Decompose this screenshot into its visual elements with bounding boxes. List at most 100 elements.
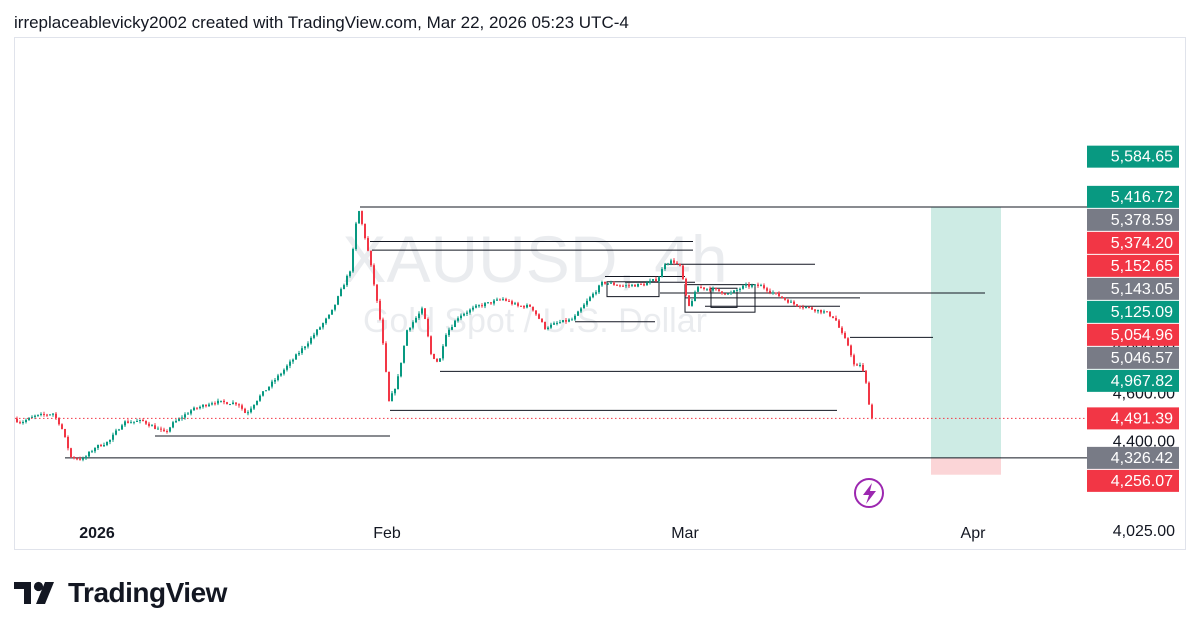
candle-body: [790, 301, 792, 303]
candle-body: [61, 424, 63, 429]
candle-body: [229, 404, 231, 406]
price-label-text: 4,326.42: [1111, 450, 1173, 467]
candle-body: [634, 284, 636, 287]
candle-body: [640, 283, 642, 285]
candle-body: [685, 278, 687, 296]
candle-body: [364, 223, 366, 239]
candle-body: [856, 364, 858, 366]
candle-body: [37, 414, 39, 416]
candle-body: [739, 288, 741, 290]
candle-body: [493, 300, 495, 304]
candle-body: [628, 285, 630, 287]
candle-body: [397, 376, 399, 390]
candle-body: [400, 362, 402, 377]
lightning-icon-bolt: [863, 483, 876, 504]
candle-body: [16, 418, 18, 423]
y-tick-label: 4,400.00: [1113, 433, 1175, 450]
candle-body: [580, 308, 582, 312]
stop-zone: [931, 457, 1001, 475]
consolidation-box: [710, 287, 738, 308]
symbol-watermark: XAUUSD, 4h Gold Spot / U.S. Dollar: [342, 222, 727, 340]
price-label-text: 5,374.20: [1111, 235, 1173, 252]
candle-body: [151, 425, 153, 427]
candle-body: [304, 346, 306, 349]
candle-body: [157, 428, 159, 430]
candle-body: [703, 287, 705, 289]
candle-body: [70, 448, 72, 457]
tradingview-wordmark: TradingView: [68, 577, 227, 608]
candle-body: [829, 311, 831, 317]
support-resistance-lines: [65, 206, 1089, 459]
candle-body: [736, 289, 738, 291]
tradingview-logo-icon: [14, 581, 54, 604]
price-axis[interactable]: 4,800.004,600.004,400.004,025.005,584.65…: [1087, 145, 1179, 540]
candle-body: [139, 419, 141, 422]
candle-body: [559, 322, 561, 324]
candle-body: [466, 312, 468, 314]
candle-body: [241, 405, 243, 409]
candle-body: [283, 369, 285, 374]
candle-body: [307, 343, 309, 347]
chart-area[interactable]: XAUUSD, 4h Gold Spot / U.S. Dollar 4,800.…: [14, 37, 1186, 550]
candle-body: [181, 417, 183, 419]
watermark-description: Gold Spot / U.S. Dollar: [363, 302, 707, 340]
candle-body: [469, 309, 471, 313]
candle-body: [109, 439, 111, 442]
time-axis[interactable]: 2026 Feb Mar Apr: [79, 525, 986, 542]
candle-body: [571, 319, 573, 321]
candle-body: [442, 346, 444, 359]
candle-body: [700, 287, 702, 289]
price-label-text: 4,967.82: [1111, 373, 1173, 390]
candle-body: [19, 422, 21, 424]
candle-body: [871, 404, 873, 419]
candle-body: [100, 444, 102, 447]
candle-body: [238, 404, 240, 406]
candle-body: [844, 332, 846, 339]
candle-body: [487, 302, 489, 304]
candle-body: [220, 400, 222, 402]
candle-body: [811, 307, 813, 310]
candle-body: [577, 311, 579, 316]
candle-body: [745, 284, 747, 286]
candle-body: [682, 265, 684, 279]
candle-body: [184, 414, 186, 418]
price-label-tag: [1087, 369, 1179, 392]
candle-body: [526, 304, 528, 308]
candle-body: [328, 314, 330, 319]
candle-body: [136, 421, 138, 423]
price-label-tag: [1087, 346, 1179, 369]
candle-body: [412, 322, 414, 328]
candle-body: [481, 305, 483, 307]
candle-body: [439, 358, 441, 362]
y-tick-label: 4,025.00: [1113, 523, 1175, 540]
candle-body: [145, 420, 147, 424]
candle-body: [232, 402, 234, 405]
candle-body: [223, 400, 225, 403]
lightning-icon[interactable]: [854, 478, 884, 508]
candle-body: [673, 260, 675, 263]
candle-body: [373, 265, 375, 285]
candle-body: [208, 404, 210, 407]
candle-body: [121, 425, 123, 430]
candle-body: [565, 320, 567, 322]
candle-body: [127, 421, 129, 423]
candle-body: [280, 373, 282, 376]
candle-body: [244, 408, 246, 413]
candle-body: [808, 307, 810, 309]
candle-body: [709, 288, 711, 291]
candle-body: [499, 299, 501, 301]
candle-body: [385, 343, 387, 372]
candle-body: [298, 353, 300, 355]
long-position-zones: [931, 207, 1001, 475]
candle-body: [190, 410, 192, 414]
price-label-text: 5,143.05: [1111, 281, 1173, 298]
price-label-tag: [1087, 145, 1179, 168]
candle-body: [148, 423, 150, 426]
price-label-tag: [1087, 407, 1179, 430]
candle-body: [430, 336, 432, 354]
candle-body: [445, 335, 447, 347]
candle-body: [217, 400, 219, 404]
candle-body: [334, 304, 336, 310]
candle-body: [337, 296, 339, 305]
